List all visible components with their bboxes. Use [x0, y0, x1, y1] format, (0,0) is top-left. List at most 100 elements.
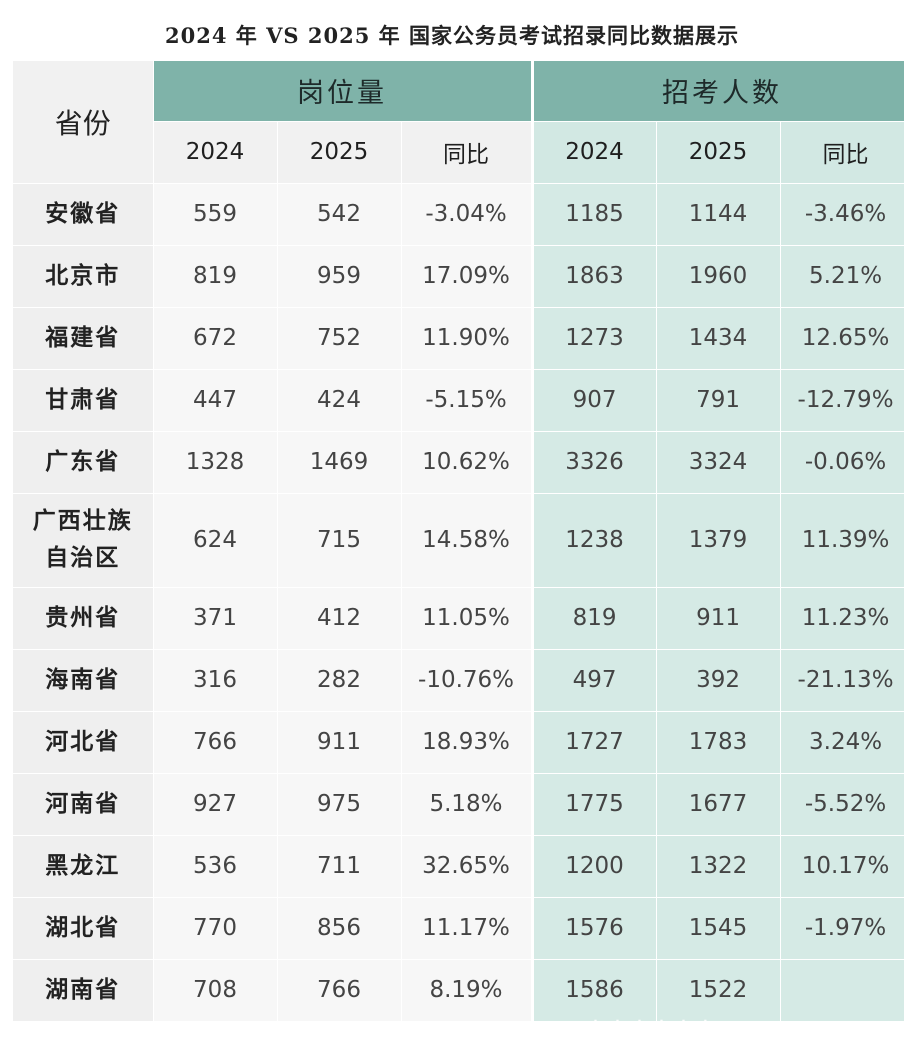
- province-cell: 湖南省: [13, 959, 154, 1022]
- table-row: 贵州省 371 412 11.05% 819 911 11.23%: [13, 587, 904, 650]
- positions-yoy-cell: 11.17%: [401, 897, 533, 960]
- table-row: 湖北省 770 856 11.17% 1576 1545 -1.97%: [13, 897, 904, 960]
- positions-yoy-cell: 18.93%: [401, 711, 533, 774]
- positions-2024-cell: 819: [153, 245, 278, 308]
- applicants-2025-cell: 1434: [656, 307, 781, 370]
- positions-yoy-cell: 17.09%: [401, 245, 533, 308]
- positions-yoy-cell: -5.15%: [401, 369, 533, 432]
- applicants-2025-cell: 911: [656, 587, 781, 650]
- applicants-yoy-cell: [780, 959, 904, 1022]
- positions-yoy-cell: 11.05%: [401, 587, 533, 650]
- applicants-2025-cell: 1783: [656, 711, 781, 774]
- positions-2024-cell: 536: [153, 835, 278, 898]
- applicants-yoy-cell: -3.46%: [780, 183, 904, 246]
- positions-2024-cell: 316: [153, 649, 278, 712]
- applicants-yoy-cell: 5.21%: [780, 245, 904, 308]
- recruitment-table: 省份 岗位量 招考人数 2024 2025 同比 2024 2025 同比 安徽…: [13, 61, 904, 1022]
- table-row: 广西壮族 自治区 624 715 14.58% 1238 1379 11.39%: [13, 493, 904, 588]
- positions-2024-cell: 447: [153, 369, 278, 432]
- positions-2024-cell: 672: [153, 307, 278, 370]
- applicants-yoy-header: 同比: [780, 121, 904, 184]
- page-title: 2024 年 VS 2025 年 国家公务员考试招录同比数据展示: [165, 23, 739, 48]
- applicants-yoy-cell: 12.65%: [780, 307, 904, 370]
- positions-2024-cell: 708: [153, 959, 278, 1022]
- applicants-yoy-cell: -21.13%: [780, 649, 904, 712]
- applicants-2024-cell: 1185: [530, 183, 657, 246]
- province-cell: 海南省: [13, 649, 154, 712]
- applicants-2024-cell: 3326: [530, 431, 657, 494]
- positions-2025-cell: 715: [277, 493, 402, 588]
- table-row: 北京市 819 959 17.09% 1863 1960 5.21%: [13, 245, 904, 308]
- applicants-2025-cell: 1522: [656, 959, 781, 1022]
- province-cell: 福建省: [13, 307, 154, 370]
- table-row: 海南省 316 282 -10.76% 497 392 -21.13%: [13, 649, 904, 712]
- applicants-2025-cell: 3324: [656, 431, 781, 494]
- table-row: 福建省 672 752 11.90% 1273 1434 12.65%: [13, 307, 904, 370]
- table-row: 黑龙江 536 711 32.65% 1200 1322 10.17%: [13, 835, 904, 898]
- applicants-2024-cell: 497: [530, 649, 657, 712]
- positions-2024-cell: 927: [153, 773, 278, 836]
- positions-2024-header: 2024: [153, 121, 278, 184]
- positions-2025-cell: 766: [277, 959, 402, 1022]
- positions-2025-cell: 959: [277, 245, 402, 308]
- positions-2025-cell: 711: [277, 835, 402, 898]
- province-name-line2: 自治区: [45, 545, 121, 571]
- applicants-group-header: 招考人数: [530, 61, 904, 122]
- province-cell: 安徽省: [13, 183, 154, 246]
- applicants-yoy-cell: -12.79%: [780, 369, 904, 432]
- applicants-yoy-cell: -1.97%: [780, 897, 904, 960]
- positions-2025-cell: 542: [277, 183, 402, 246]
- positions-2024-cell: 624: [153, 493, 278, 588]
- applicants-yoy-cell: 11.39%: [780, 493, 904, 588]
- applicants-2025-cell: 1545: [656, 897, 781, 960]
- province-cell: 河南省: [13, 773, 154, 836]
- table-row: 甘肃省 447 424 -5.15% 907 791 -12.79%: [13, 369, 904, 432]
- positions-yoy-cell: 8.19%: [401, 959, 533, 1022]
- applicants-2024-header: 2024: [530, 121, 657, 184]
- applicants-2024-cell: 1775: [530, 773, 657, 836]
- applicants-2025-header: 2025: [656, 121, 781, 184]
- province-name-line1: 广西壮族: [32, 508, 133, 535]
- table-row: 安徽省 559 542 -3.04% 1185 1144 -3.46%: [13, 183, 904, 246]
- positions-2024-cell: 1328: [153, 431, 278, 494]
- province-header: 省份: [13, 61, 154, 184]
- province-cell: 河北省: [13, 711, 154, 774]
- table-row: 广东省 1328 1469 10.62% 3326 3324 -0.06%: [13, 431, 904, 494]
- positions-yoy-header: 同比: [401, 121, 533, 184]
- table-row: 河北省 766 911 18.93% 1727 1783 3.24%: [13, 711, 904, 774]
- positions-yoy-cell: -10.76%: [401, 649, 533, 712]
- applicants-2024-cell: 907: [530, 369, 657, 432]
- province-cell: 黑龙江: [13, 835, 154, 898]
- positions-2025-cell: 282: [277, 649, 402, 712]
- applicants-2024-cell: 1273: [530, 307, 657, 370]
- positions-2025-cell: 424: [277, 369, 402, 432]
- province-cell: 广东省: [13, 431, 154, 494]
- table-row: 河南省 927 975 5.18% 1775 1677 -5.52%: [13, 773, 904, 836]
- applicants-2025-cell: 791: [656, 369, 781, 432]
- positions-yoy-cell: 14.58%: [401, 493, 533, 588]
- province-cell: 北京市: [13, 245, 154, 308]
- positions-2024-cell: 371: [153, 587, 278, 650]
- applicants-2024-cell: 1200: [530, 835, 657, 898]
- applicants-2024-cell: 1863: [530, 245, 657, 308]
- applicants-2024-cell: 819: [530, 587, 657, 650]
- positions-2025-cell: 975: [277, 773, 402, 836]
- province-cell: 贵州省: [13, 587, 154, 650]
- positions-yoy-cell: 11.90%: [401, 307, 533, 370]
- positions-2024-cell: 559: [153, 183, 278, 246]
- positions-group-header: 岗位量: [153, 61, 533, 122]
- applicants-yoy-cell: -5.52%: [780, 773, 904, 836]
- table-row: 湖南省 708 766 8.19% 1586 1522: [13, 959, 904, 1022]
- applicants-2025-cell: 392: [656, 649, 781, 712]
- applicants-2024-cell: 1727: [530, 711, 657, 774]
- applicants-2025-cell: 1322: [656, 835, 781, 898]
- applicants-yoy-cell: -0.06%: [780, 431, 904, 494]
- province-cell: 广西壮族 自治区: [13, 493, 154, 588]
- positions-2024-cell: 770: [153, 897, 278, 960]
- positions-2025-cell: 412: [277, 587, 402, 650]
- applicants-2024-cell: 1238: [530, 493, 657, 588]
- positions-yoy-cell: 32.65%: [401, 835, 533, 898]
- applicants-2025-cell: 1144: [656, 183, 781, 246]
- positions-2025-cell: 1469: [277, 431, 402, 494]
- positions-yoy-cell: -3.04%: [401, 183, 533, 246]
